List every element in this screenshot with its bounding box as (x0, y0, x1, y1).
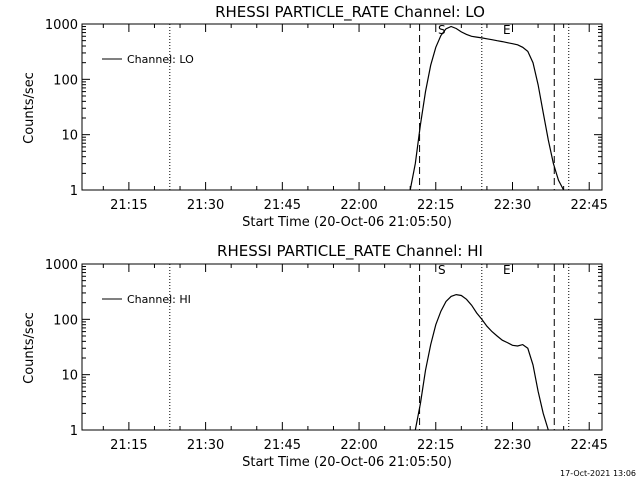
end-marker-label: E (503, 23, 511, 37)
x-tick-label: 21:45 (264, 198, 301, 213)
x-tick-label: 21:30 (187, 198, 224, 213)
y-axis-label: Counts/sec (22, 72, 37, 144)
y-axis-label: Counts/sec (22, 312, 37, 384)
x-tick-label: 21:15 (110, 438, 147, 453)
y-tick-label: 100 (53, 313, 78, 328)
y-tick-label: 1 (70, 184, 78, 199)
start-marker-label: S (438, 23, 446, 37)
y-tick-label: 10 (61, 129, 78, 144)
series-line (409, 25, 565, 191)
y-tick-label: 1 (70, 424, 78, 439)
legend-label: Channel: HI (127, 293, 191, 306)
x-tick-label: 21:30 (187, 438, 224, 453)
legend-label: Channel: LO (127, 53, 194, 66)
x-tick-label: 21:45 (264, 438, 301, 453)
chart-title: RHESSI PARTICLE_RATE Channel: HI (217, 242, 483, 261)
panel-hi: RHESSI PARTICLE_RATE Channel: HI Counts/… (22, 242, 608, 470)
x-tick-label: 22:45 (570, 198, 607, 213)
start-marker-label: S (438, 263, 446, 277)
y-tick-label: 100 (53, 73, 78, 88)
y-tick-label: 1000 (45, 258, 78, 273)
footer-timestamp: 17-Oct-2021 13:06 (560, 469, 636, 478)
plot-frame (81, 23, 603, 191)
plot-frame (81, 263, 603, 431)
panel-lo: RHESSI PARTICLE_RATE Channel: LO Counts/… (22, 3, 608, 230)
end-marker-label: E (503, 263, 511, 277)
x-tick-label: 22:00 (340, 198, 377, 213)
x-tick-label: 22:15 (417, 438, 454, 453)
y-tick-label: 10 (61, 369, 78, 384)
x-tick-label: 22:45 (570, 438, 607, 453)
x-tick-label: 22:30 (494, 198, 531, 213)
y-tick-label: 1000 (45, 18, 78, 33)
x-tick-label: 22:30 (494, 438, 531, 453)
x-tick-label: 21:15 (110, 198, 147, 213)
x-tick-label: 22:00 (340, 438, 377, 453)
chart-title: RHESSI PARTICLE_RATE Channel: LO (215, 3, 485, 22)
x-axis-label: Start Time (20-Oct-06 21:05:50) (242, 215, 452, 230)
x-tick-label: 22:15 (417, 198, 454, 213)
x-axis-label: Start Time (20-Oct-06 21:05:50) (242, 455, 452, 470)
series-line (414, 293, 549, 431)
